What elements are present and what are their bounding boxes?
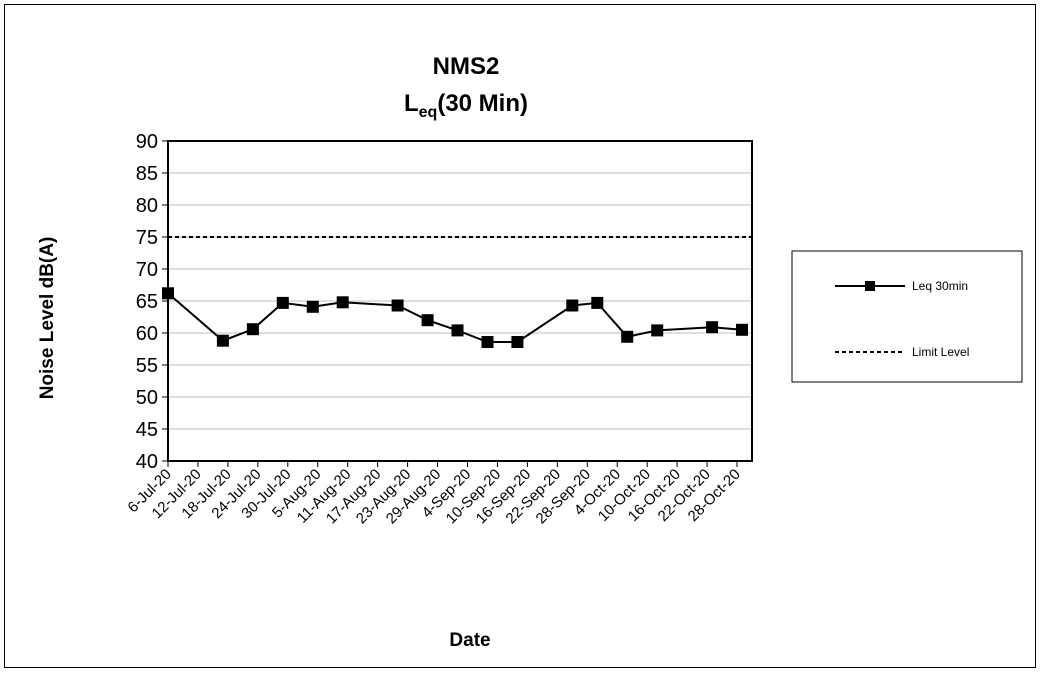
y-tick-label: 40 xyxy=(136,451,158,473)
leq-data-point xyxy=(511,336,524,348)
legend: Leq 30min Limit Level xyxy=(791,250,1023,383)
y-tick-label: 50 xyxy=(136,387,158,409)
gridlines xyxy=(168,172,752,430)
leq-data-point xyxy=(246,323,259,336)
x-axis-ticks: 6-Jul-2012-Jul-2018-Jul-2024-Jul-2030-Ju… xyxy=(124,461,744,527)
y-tick-label: 60 xyxy=(136,323,158,345)
y-tick-label: 80 xyxy=(136,195,158,217)
legend-label-leq: Leq 30min xyxy=(912,279,968,293)
leq-data-point xyxy=(391,299,404,312)
leq-data-point xyxy=(421,314,434,327)
title-subscript: eq xyxy=(419,104,438,121)
y-axis-title: Noise Level dB(A) xyxy=(37,237,58,400)
leq-data-point xyxy=(651,324,664,337)
y-tick-label: 55 xyxy=(136,355,158,377)
leq-data-point xyxy=(566,299,579,312)
leq-data-point xyxy=(336,296,349,309)
title-suffix: (30 Min) xyxy=(437,90,528,117)
y-tick-label: 90 xyxy=(136,131,158,153)
y-tick-label: 70 xyxy=(136,259,158,281)
y-tick-label: 85 xyxy=(136,163,158,185)
legend-marker-leq xyxy=(865,281,875,291)
leq-data-point xyxy=(621,330,634,343)
title-symbol: L xyxy=(404,90,419,117)
leq-data-point xyxy=(481,336,494,348)
leq-data-point xyxy=(216,334,229,347)
chart-title-line2: Leq(30 Min) xyxy=(404,90,528,121)
y-tick-label: 65 xyxy=(136,291,158,313)
chart-title-line1: NMS2 xyxy=(433,53,500,80)
legend-box xyxy=(791,250,1023,383)
leq-data-point xyxy=(276,296,289,309)
series xyxy=(162,236,752,348)
leq-data-point xyxy=(591,296,604,309)
leq-data-point xyxy=(451,324,464,337)
x-axis-title: Date xyxy=(449,630,490,651)
leq-data-point xyxy=(706,321,719,334)
plot-area-border xyxy=(167,140,753,462)
leq-data-point xyxy=(306,300,319,313)
y-tick-label: 45 xyxy=(136,419,158,441)
y-axis-ticks: 40 45 50 55 60 65 70 75 80 85 90 xyxy=(136,131,168,473)
y-tick-label: 75 xyxy=(136,227,158,249)
legend-label-limit: Limit Level xyxy=(912,345,969,359)
leq-data-point xyxy=(736,323,748,336)
